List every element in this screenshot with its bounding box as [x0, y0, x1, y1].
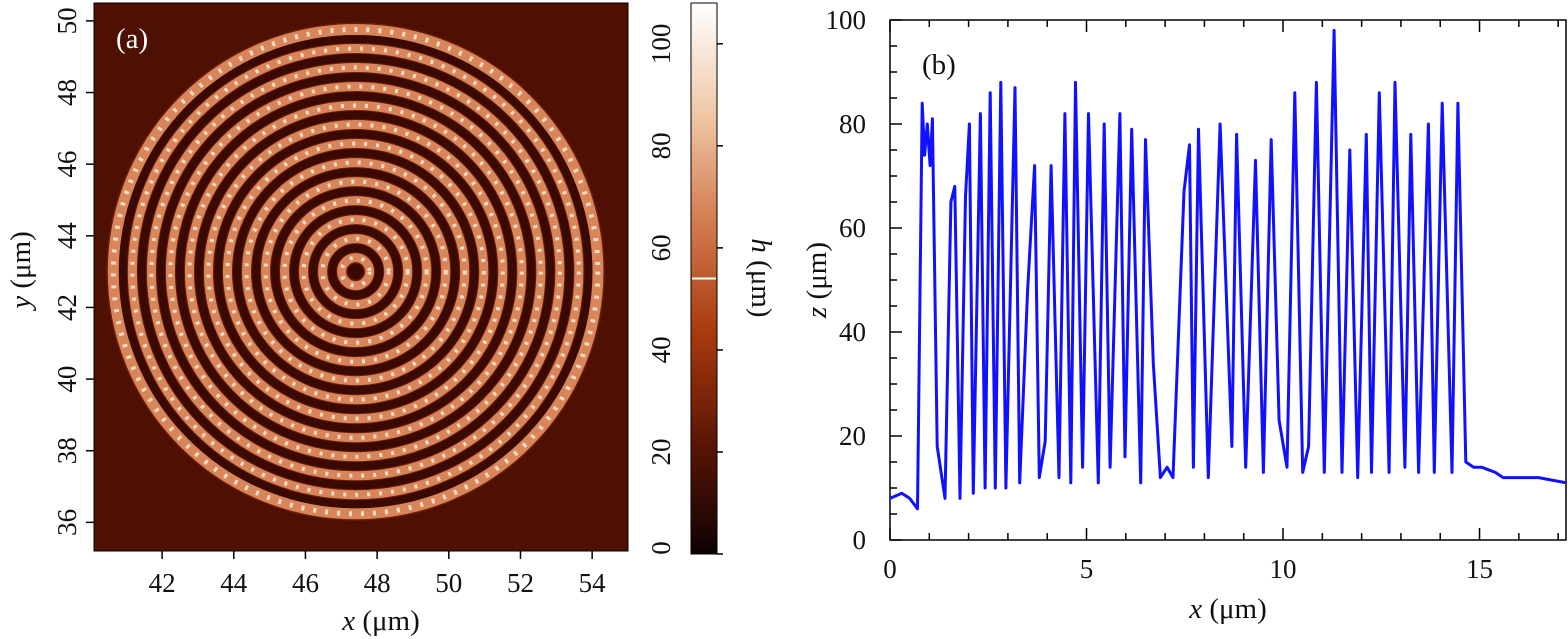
groove: [118, 34, 593, 509]
groove: [213, 130, 498, 414]
y-tick-label: 0: [853, 525, 867, 555]
center-pit: [347, 263, 364, 280]
ring-highlight: [130, 46, 581, 497]
colorbar: 0 20 40 60 80 100 h (μm): [646, 2, 777, 555]
y-tick-label: 44: [52, 222, 82, 250]
ring-highlight: [301, 217, 410, 326]
colorbar-tick-label: 20: [646, 438, 676, 465]
series-line: [890, 28, 1566, 511]
colorbar-tick-label: 100: [646, 24, 676, 65]
colorbar-tick-label: 40: [646, 336, 676, 363]
ring-highlight: [244, 160, 467, 383]
x-tick-label: 48: [364, 568, 391, 598]
y-tick-label: 40: [52, 366, 82, 393]
panel-b-label: (b): [922, 49, 956, 81]
panel-a-y-axis-label: y (μm): [5, 231, 37, 312]
panel-b-x-ticks: 0 5 10 15: [883, 20, 1559, 584]
x-tick-label: 50: [435, 568, 462, 598]
x-tick-label: 44: [220, 568, 248, 598]
ring-highlight: [187, 103, 524, 440]
x-tick-label: 5: [1080, 554, 1094, 584]
x-tick-label: 10: [1270, 554, 1297, 584]
y-tick-label: 46: [52, 151, 82, 178]
ring-highlight: [149, 65, 562, 478]
ring-highlight: [320, 236, 391, 307]
y-tick-label: 20: [839, 421, 866, 451]
colorbar-tick-label: 60: [646, 234, 676, 261]
ring-highlight: [282, 198, 429, 345]
ring-highlight: [168, 84, 543, 459]
groove: [156, 73, 555, 471]
panel-a-x-ticks: 42 44 46 48 50 52 54: [149, 551, 607, 598]
groove: [175, 92, 536, 452]
panel-b-y-ticks: 0 20 40 60 80 100: [826, 5, 902, 555]
ring-highlight: [225, 141, 486, 402]
y-tick-label: 100: [826, 5, 867, 35]
groove: [271, 187, 441, 357]
y-tick-label: 36: [52, 509, 82, 536]
panel-b-x-axis-label: x (μm): [1188, 593, 1267, 625]
ring-pattern: [106, 22, 605, 521]
y-tick-label: 48: [52, 79, 82, 106]
groove: [137, 54, 574, 490]
groove: [194, 111, 517, 433]
panel-a: (a) 42 44 46 48 50 52 54 36 38 40 42 44 46 48 50 x (μ…: [5, 2, 629, 637]
panel-a-label: (a): [116, 23, 148, 55]
ring-highlight: [339, 255, 372, 288]
x-tick-label: 52: [507, 568, 534, 598]
x-tick-label: 0: [883, 554, 897, 584]
y-tick-label: 42: [52, 294, 82, 321]
y-tick-label: 60: [839, 213, 866, 243]
ring-highlight: [206, 122, 505, 421]
ring-highlight: [263, 179, 448, 364]
x-tick-label: 54: [579, 568, 607, 598]
y-tick-label: 38: [52, 437, 82, 464]
ring-highlight: [110, 27, 601, 517]
panel-a-y-ticks: 36 38 40 42 44 46 48 50: [52, 7, 94, 536]
colorbar-ticks: 0 20 40 60 80 100: [646, 24, 723, 555]
groove: [328, 244, 384, 300]
y-tick-label: 40: [839, 317, 866, 347]
groove: [232, 149, 479, 395]
groove: [309, 225, 403, 319]
panel-b: (b) 0 5 10 15 0 20 40 60 80 100 x (μm) z (μm): [801, 5, 1567, 625]
groove: [252, 168, 460, 376]
y-tick-label: 50: [52, 7, 82, 34]
colorbar-tick-label: 80: [646, 132, 676, 159]
y-tick-label: 80: [839, 109, 866, 139]
x-tick-label: 46: [292, 568, 319, 598]
panel-a-x-axis-label: x (μm): [341, 605, 420, 637]
colorbar-tick-label: 0: [646, 541, 676, 555]
colorbar-label: h (μm): [745, 238, 777, 317]
x-tick-label: 15: [1466, 554, 1493, 584]
panel-a-frame: [93, 2, 629, 552]
x-tick-label: 42: [149, 568, 176, 598]
panel-b-y-axis-label: z (μm): [801, 242, 833, 319]
groove: [290, 206, 422, 338]
